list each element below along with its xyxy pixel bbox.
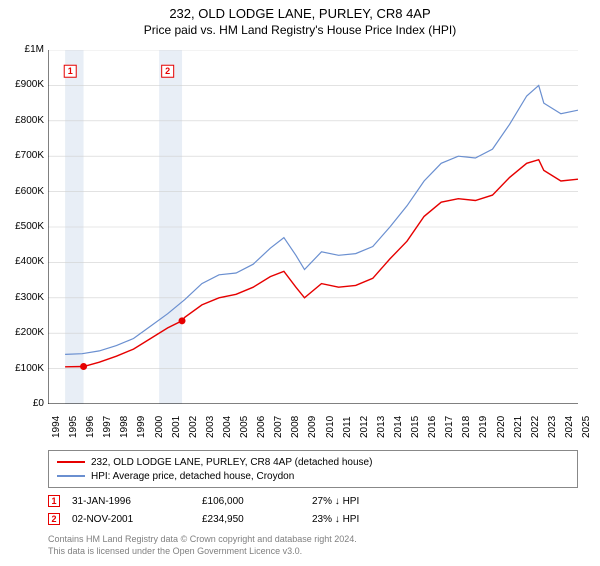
legend-item: 232, OLD LODGE LANE, PURLEY, CR8 4AP (de… [57,455,569,469]
x-tick-label: 2007 [273,416,284,438]
x-tick-label: 1995 [68,416,79,438]
sale-pct: 23% ↓ HPI [312,514,422,525]
y-axis-labels: £0£100K£200K£300K£400K£500K£600K£700K£80… [4,44,44,398]
sale-date: 02-NOV-2001 [72,514,202,525]
x-tick-label: 1999 [136,416,147,438]
x-tick-label: 2001 [171,416,182,438]
x-tick-label: 2006 [256,416,267,438]
x-tick-label: 2025 [581,416,592,438]
x-tick-label: 2010 [325,416,336,438]
x-tick-label: 2023 [547,416,558,438]
sale-row: 2 02-NOV-2001£234,95023% ↓ HPI [48,510,578,528]
y-tick-label: £0 [4,398,44,409]
x-tick-label: 2024 [564,416,575,438]
footnote-line: This data is licensed under the Open Gov… [48,546,357,558]
x-tick-label: 2000 [154,416,165,438]
y-tick-label: £200K [4,327,44,338]
sale-marker-icon: 2 [48,513,60,525]
x-tick-label: 1998 [119,416,130,438]
x-tick-label: 2004 [222,416,233,438]
y-tick-label: £500K [4,221,44,232]
x-tick-label: 2019 [478,416,489,438]
y-tick-label: £600K [4,186,44,197]
sale-marker-icon: 1 [48,495,60,507]
x-tick-label: 2016 [427,416,438,438]
y-tick-label: £1M [4,44,44,55]
sales-table: 1 31-JAN-1996£106,00027% ↓ HPI 2 02-NOV-200… [48,492,578,528]
y-tick-label: £100K [4,363,44,374]
page-subtitle: Price paid vs. HM Land Registry's House … [0,23,600,37]
x-axis-labels: 1994 1995 1996 1997 1998 1999 2000 2001 2002 2003… [48,408,578,448]
svg-text:1: 1 [68,66,73,76]
x-tick-label: 1994 [51,416,62,438]
legend-label: 232, OLD LODGE LANE, PURLEY, CR8 4AP (de… [91,457,372,468]
x-tick-label: 2008 [290,416,301,438]
page-title: 232, OLD LODGE LANE, PURLEY, CR8 4AP [0,6,600,21]
x-tick-label: 1997 [102,416,113,438]
y-tick-label: £900K [4,79,44,90]
x-tick-label: 2015 [410,416,421,438]
chart-svg: 12 [48,50,578,404]
x-tick-label: 2020 [496,416,507,438]
x-tick-label: 2009 [307,416,318,438]
x-tick-label: 2017 [444,416,455,438]
x-tick-label: 2011 [342,416,353,438]
x-tick-label: 2005 [239,416,250,438]
x-tick-label: 2003 [205,416,216,438]
x-tick-label: 2002 [188,416,199,438]
sale-row: 1 31-JAN-1996£106,00027% ↓ HPI [48,492,578,510]
legend-swatch [57,475,85,477]
x-tick-label: 2013 [376,416,387,438]
x-tick-label: 2018 [461,416,472,438]
sale-date: 31-JAN-1996 [72,496,202,507]
y-tick-label: £800K [4,115,44,126]
y-tick-label: £300K [4,292,44,303]
footnote: Contains HM Land Registry data © Crown c… [48,534,357,557]
legend: 232, OLD LODGE LANE, PURLEY, CR8 4AP (de… [48,450,578,488]
legend-swatch [57,461,85,463]
x-tick-label: 2021 [513,416,524,438]
svg-text:2: 2 [165,66,170,76]
legend-label: HPI: Average price, detached house, Croy… [91,471,294,482]
legend-item: HPI: Average price, detached house, Croy… [57,469,569,483]
x-tick-label: 2012 [359,416,370,438]
x-tick-label: 2014 [393,416,404,438]
x-tick-label: 1996 [85,416,96,438]
sale-price: £106,000 [202,496,312,507]
chart: 12 £0£100K£200K£300K£400K£500K£600K£700K… [48,50,578,404]
x-tick-label: 2022 [530,416,541,438]
sale-price: £234,950 [202,514,312,525]
y-tick-label: £400K [4,256,44,267]
sale-pct: 27% ↓ HPI [312,496,422,507]
footnote-line: Contains HM Land Registry data © Crown c… [48,534,357,546]
y-tick-label: £700K [4,150,44,161]
